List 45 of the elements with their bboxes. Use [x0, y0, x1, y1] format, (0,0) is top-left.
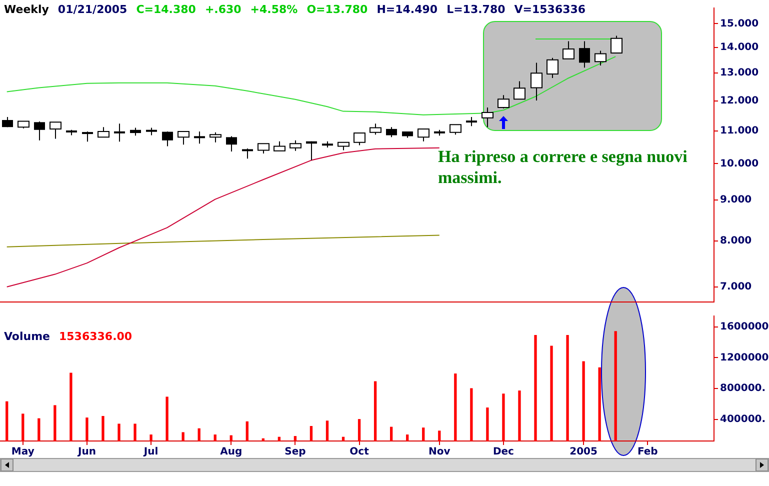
annotation: 1536336.00 [59, 330, 132, 343]
x-tick-label: Nov [428, 446, 451, 458]
annotation: L=13.780 [446, 3, 506, 16]
candlestick [193, 130, 206, 144]
annotation: Ha ripreso a correre e segna nuovi massimi. [438, 146, 688, 188]
x-tick-label: Oct [350, 446, 370, 458]
y-tick-label: 11.000 [720, 125, 759, 136]
y-tick-label: 14.000 [720, 42, 759, 54]
annotation: 01/21/2005 [58, 3, 128, 16]
candlestick [465, 116, 478, 127]
text: Volume [4, 330, 50, 343]
x-tick-label: Dec [492, 446, 514, 458]
candlestick [162, 130, 173, 147]
y-tick-label: 13.000 [720, 68, 759, 79]
annotation: O=13.780 [306, 3, 368, 16]
candlestick [386, 126, 397, 138]
x-tick-label: Aug [220, 446, 242, 458]
y-tick-label: 8.000 [720, 235, 752, 246]
x-tick-label: 2005 [570, 446, 598, 458]
y-tick-label: 1200000 [720, 352, 769, 364]
x-tick-label: Jun [76, 446, 96, 458]
candlestick [113, 123, 126, 142]
y-tick-label: 12.000 [720, 95, 759, 106]
y-tick-label: 400000. [720, 414, 766, 425]
y-tick-label: 1600000 [720, 321, 769, 332]
candlestick [34, 121, 45, 141]
x-tick-label: Feb [637, 446, 658, 458]
candlestick [226, 136, 237, 152]
candlestick [241, 148, 254, 160]
chart-title: Weekly [4, 3, 49, 16]
candlestick [579, 40, 590, 68]
x-tick-label: Jul [142, 446, 158, 458]
candlestick [81, 130, 94, 142]
x-tick-label: Sep [284, 446, 306, 458]
annotation: H=14.490 [376, 3, 438, 16]
annotation: C=14.380 [136, 3, 196, 16]
y-tick-label: 800000. [720, 383, 766, 394]
y-tick-label: 7.000 [720, 281, 752, 292]
y-tick-label: 9.000 [720, 194, 752, 206]
y-tick-label: 15.000 [720, 18, 759, 30]
annotation: V=1536336 [514, 3, 586, 16]
annotation: +4.58% [250, 3, 298, 16]
x-tick-label: May [11, 446, 35, 458]
annotation: +.630 [204, 3, 242, 16]
y-tick-label: 10.000 [720, 158, 759, 170]
